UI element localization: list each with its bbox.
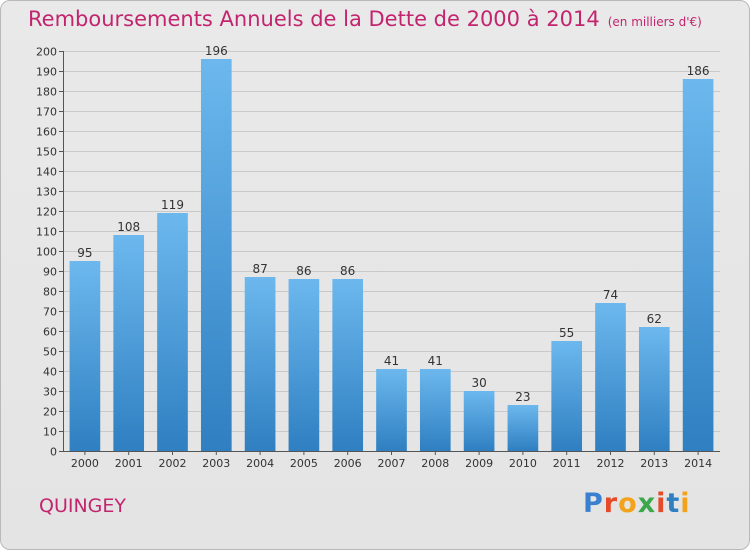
data-label-2004: 87 (252, 262, 267, 276)
logo-letter: i (680, 488, 691, 519)
y-tick-label: 30 (43, 386, 57, 399)
y-tick-label: 110 (36, 226, 57, 239)
data-label-2000: 95 (77, 246, 92, 260)
data-label-2006: 86 (340, 264, 355, 278)
bar-2010 (507, 405, 539, 451)
bar-2002 (157, 213, 188, 451)
x-tick-label-2006: 2006 (334, 457, 362, 470)
x-tick-label-2008: 2008 (421, 457, 449, 470)
x-tick-label-2000: 2000 (71, 457, 99, 470)
x-tick-label-2001: 2001 (115, 457, 143, 470)
data-label-2007: 41 (384, 354, 399, 368)
bar-2003 (200, 59, 232, 451)
y-tick-label: 50 (43, 346, 57, 359)
y-tick-label: 100 (36, 246, 57, 259)
logo-letter: t (666, 488, 681, 519)
bar-2013 (638, 327, 670, 451)
bar-2004 (244, 277, 276, 451)
bar-2012 (595, 303, 626, 451)
x-tick-label-2014: 2014 (684, 457, 712, 470)
y-tick-label: 170 (36, 106, 57, 119)
data-labels: 95 108 119 196 87 86 86 41 41 30 23 55 74 62 186 (77, 44, 709, 404)
x-tick-label-2009: 2009 (465, 457, 493, 470)
data-label-2005: 86 (296, 264, 311, 278)
bar-2009 (463, 391, 495, 451)
bar-2001 (113, 235, 145, 451)
y-tick-label: 10 (43, 426, 57, 439)
y-tick-label: 20 (43, 406, 57, 419)
chart-title-text: Remboursements Annuels de la Dette de 20… (28, 7, 600, 31)
y-tick-label: 70 (43, 306, 57, 319)
bar-2007 (376, 369, 407, 451)
data-label-2013: 62 (647, 312, 662, 326)
logo-letter: r (603, 488, 619, 519)
y-tick-label: 180 (36, 86, 57, 99)
y-tick-label: 190 (36, 66, 57, 79)
x-tick-label-2013: 2013 (640, 457, 668, 470)
data-label-2009: 30 (471, 376, 486, 390)
y-tick-label: 0 (50, 446, 57, 459)
data-label-2001: 108 (117, 220, 140, 234)
y-tick-label: 140 (36, 166, 57, 179)
x-tick-label-2010: 2010 (509, 457, 537, 470)
bar-2000 (69, 261, 101, 451)
proxiti-logo[interactable]: Proxiti (583, 488, 691, 519)
data-label-2011: 55 (559, 326, 574, 340)
data-label-2014: 186 (687, 64, 710, 78)
y-tick-label: 150 (36, 146, 57, 159)
data-label-2012: 74 (603, 288, 618, 302)
y-tick-label: 200 (36, 46, 57, 59)
logo-letter: i (656, 488, 667, 519)
logo-letter: x (637, 488, 657, 519)
y-tick-label: 90 (43, 266, 57, 279)
bar-2008 (419, 369, 451, 451)
chart-title: Remboursements Annuels de la Dette de 20… (28, 7, 702, 31)
logo-letter: P (583, 488, 604, 519)
data-label-2003: 196 (205, 44, 228, 58)
x-tick-label-2007: 2007 (378, 457, 406, 470)
x-tick-label-2012: 2012 (597, 457, 625, 470)
bar-2014 (682, 79, 714, 451)
chart-subtitle: (en milliers d'€) (607, 15, 702, 29)
logo-letter: o (618, 488, 638, 519)
data-label-2008: 41 (428, 354, 443, 368)
x-tick-label-2011: 2011 (553, 457, 581, 470)
bars (69, 59, 714, 451)
y-tick-label: 60 (43, 326, 57, 339)
y-tick-label: 40 (43, 366, 57, 379)
x-tick-label-2002: 2002 (159, 457, 187, 470)
y-tick-label: 80 (43, 286, 57, 299)
town-name: QUINGEY (39, 495, 127, 517)
x-tick-label-2005: 2005 (290, 457, 318, 470)
y-tick-label: 120 (36, 206, 57, 219)
bar-2006 (332, 279, 364, 451)
data-label-2002: 119 (161, 198, 184, 212)
y-tick-label: 130 (36, 186, 57, 199)
bar-2005 (288, 279, 320, 451)
y-tick-label: 160 (36, 126, 57, 139)
axes: 0 10 20 30 40 50 60 70 80 90 100 110 120 130 140 150 160… (36, 46, 720, 470)
data-label-2010: 23 (515, 390, 530, 404)
x-tick-label-2003: 2003 (202, 457, 230, 470)
x-tick-label-2004: 2004 (246, 457, 274, 470)
bar-2011 (551, 341, 583, 451)
